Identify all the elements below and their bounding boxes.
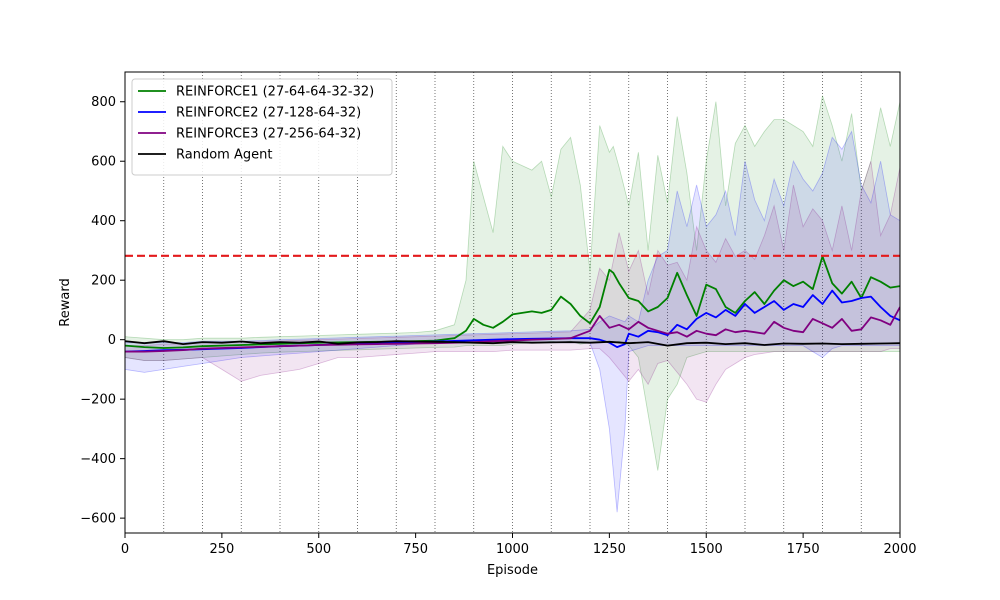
x-tick-label-250: 250	[209, 542, 234, 557]
y-tick-label--400: −400	[80, 452, 116, 467]
y-tick-label--600: −600	[80, 512, 116, 527]
x-axis-label: Episode	[487, 563, 538, 578]
x-tick-label-1750: 1750	[787, 542, 820, 557]
y-axis: −600 −400 −200 0 200 400 600 800	[80, 95, 125, 527]
y-tick-label-400: 400	[91, 214, 116, 229]
x-tick-label-750: 750	[403, 542, 428, 557]
legend-box	[131, 78, 393, 176]
y-tick-label-200: 200	[91, 274, 116, 289]
y-tick-label--200: −200	[80, 393, 116, 408]
legend-label-1: REINFORCE1 (27-64-64-32-32)	[176, 85, 374, 100]
x-tick-label-500: 500	[306, 542, 331, 557]
legend-label-4: Random Agent	[176, 148, 272, 163]
line-series-4	[125, 340, 900, 347]
x-tick-label-1000: 1000	[496, 542, 529, 557]
band-series-1	[125, 95, 900, 471]
x-tick-label-0: 0	[121, 542, 129, 557]
x-tick-label-2000: 2000	[883, 542, 916, 557]
y-tick-label-600: 600	[91, 155, 116, 170]
legend-label-3: REINFORCE3 (27-256-64-32)	[176, 127, 361, 142]
y-tick-label-800: 800	[91, 95, 116, 110]
line-series-3	[125, 306, 900, 353]
x-tick-label-1500: 1500	[690, 542, 723, 557]
y-axis-label: Reward	[58, 278, 73, 326]
y-tick-label-0: 0	[108, 333, 116, 348]
series-lines	[125, 255, 900, 353]
legend: REINFORCE1 (27-64-64-32-32) REINFORCE2 (2…	[131, 78, 393, 176]
legend-label-2: REINFORCE2 (27-128-64-32)	[176, 106, 361, 121]
x-tick-label-1250: 1250	[593, 542, 626, 557]
vertical-markers	[163, 72, 862, 533]
x-axis: 0 250 500 750 1000 1250 1500 1750 2000	[121, 533, 917, 557]
